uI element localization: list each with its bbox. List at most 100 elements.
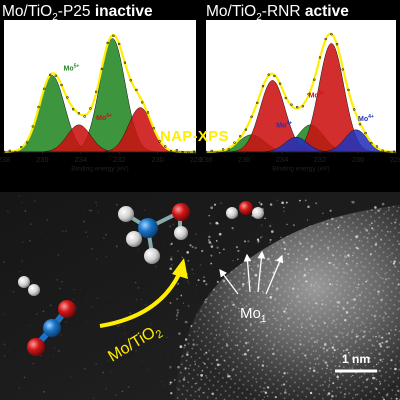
- atom-column: [294, 276, 297, 279]
- background-noise: [167, 353, 169, 355]
- atom-column: [274, 259, 277, 262]
- atom-column: [338, 365, 341, 368]
- atom-column: [176, 387, 178, 389]
- atom-column: [385, 211, 388, 213]
- atom-column: [336, 283, 338, 286]
- atom-column: [190, 324, 193, 327]
- atom-column: [379, 345, 382, 348]
- background-noise: [18, 387, 21, 389]
- atom-column: [215, 221, 219, 225]
- atom-column: [176, 318, 178, 321]
- data-point: [284, 96, 287, 100]
- background-noise: [196, 359, 198, 361]
- background-noise: [75, 307, 77, 309]
- data-point: [278, 82, 282, 85]
- atom-column: [186, 321, 189, 323]
- atom-column: [194, 246, 197, 249]
- atom-column: [231, 227, 234, 230]
- atom-column: [392, 262, 395, 265]
- atom-column: [352, 374, 354, 377]
- data-point: [296, 105, 299, 109]
- background-noise: [137, 286, 140, 289]
- atom-column: [289, 302, 292, 305]
- atom-column: [200, 374, 203, 377]
- background-noise: [105, 387, 108, 390]
- background-noise: [60, 334, 62, 336]
- data-point: [250, 115, 253, 119]
- atom-column: [264, 391, 268, 394]
- atom-column: [169, 365, 172, 369]
- background-noise: [3, 313, 5, 315]
- atom-column: [201, 249, 204, 253]
- atom-column: [284, 391, 287, 394]
- atom-column: [342, 307, 345, 310]
- atom-column: [306, 219, 308, 221]
- x-tick-label: 230: [151, 155, 164, 164]
- atom-column: [181, 256, 183, 258]
- data-point: [117, 42, 121, 46]
- atom-column: [308, 388, 310, 390]
- atom-column: [309, 391, 313, 395]
- atom-column: [263, 387, 265, 389]
- atom-column: [352, 353, 354, 355]
- atom-column: [194, 383, 197, 385]
- atom-column: [357, 288, 359, 290]
- atom-column: [176, 311, 179, 314]
- atom-column: [186, 251, 190, 254]
- background-noise: [176, 250, 179, 253]
- background-noise: [160, 291, 162, 293]
- background-noise: [21, 226, 23, 228]
- atom-column: [378, 210, 380, 212]
- molecule-models: [18, 201, 264, 356]
- atom-column: [178, 332, 181, 335]
- background-noise: [171, 264, 173, 266]
- atom-column: [280, 244, 282, 246]
- x-tick-label: 234: [75, 155, 88, 164]
- atom-column: [227, 321, 230, 324]
- atom-column: [279, 328, 282, 330]
- background-noise: [58, 287, 61, 290]
- background-noise: [160, 380, 162, 382]
- data-point: [25, 141, 29, 144]
- data-point: [71, 108, 75, 111]
- data-point: [60, 83, 63, 87]
- data-point: [100, 67, 104, 71]
- atom-column: [296, 261, 298, 263]
- atom-column: [347, 351, 350, 354]
- atom-column: [336, 375, 339, 379]
- atom-column: [355, 246, 358, 249]
- background-noise: [115, 394, 117, 396]
- atom-column: [363, 323, 365, 325]
- atom-column: [252, 339, 255, 341]
- atom-column: [360, 375, 363, 378]
- atom-column: [357, 335, 360, 337]
- atom-column: [341, 343, 343, 345]
- background-noise: [89, 209, 91, 211]
- atom-column: [394, 368, 396, 370]
- x-tick-label: 232: [113, 155, 126, 164]
- atom-column: [238, 287, 241, 291]
- atom-column: [373, 314, 377, 318]
- atom-column: [263, 396, 266, 398]
- atom-column: [303, 273, 307, 277]
- atom-column: [379, 382, 382, 385]
- atom-column: [204, 363, 206, 365]
- atom-column: [271, 347, 274, 350]
- background-noise: [187, 304, 190, 307]
- background-noise: [103, 237, 105, 240]
- data-point: [112, 34, 115, 38]
- atom-column: [182, 378, 186, 381]
- atom-column: [259, 320, 263, 324]
- data-point: [313, 78, 316, 81]
- atom-column: [189, 244, 192, 247]
- atom-column: [170, 258, 173, 261]
- title-prefix: Mo/TiO: [206, 3, 257, 20]
- atom-column: [258, 201, 261, 204]
- background-noise: [95, 363, 98, 366]
- atom-column: [215, 240, 218, 242]
- background-noise: [140, 383, 142, 385]
- atom-column: [262, 255, 265, 258]
- water-molecule: [226, 201, 264, 219]
- atom-column: [210, 254, 213, 257]
- nap-xps-label: NAP-XPS: [160, 128, 229, 145]
